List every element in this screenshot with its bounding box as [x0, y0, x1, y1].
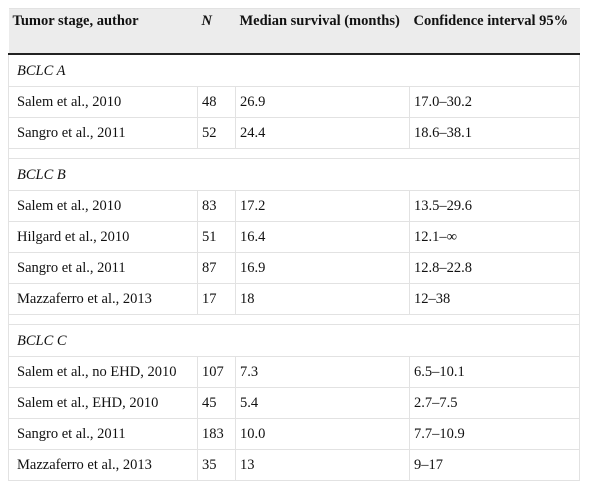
cell: Salem et al., no EHD, 2010: [8, 356, 198, 388]
data-row: Mazzaferro et al., 2013 17 18 12–38: [8, 283, 580, 315]
column-header: Median survival (months): [235, 8, 410, 55]
cell: 2.7–7.5: [409, 387, 580, 419]
cell: 107: [197, 356, 236, 388]
cell: 26.9: [235, 86, 410, 118]
data-row: Hilgard et al., 2010 51 16.4 12.1–∞: [8, 221, 580, 253]
cell: Salem et al., 2010: [8, 190, 198, 222]
cell: Mazzaferro et al., 2013: [8, 449, 198, 481]
cell: Sangro et al., 2011: [8, 117, 198, 149]
spacer-row: [8, 148, 580, 159]
cell: 17.0–30.2: [409, 86, 580, 118]
cell: 48: [197, 86, 236, 118]
cell: 18.6–38.1: [409, 117, 580, 149]
cell: Sangro et al., 2011: [8, 252, 198, 284]
cell: 183: [197, 418, 236, 450]
cell: 17: [197, 283, 236, 315]
column-header: Tumor stage, author: [8, 8, 198, 55]
section-row: BCLC C: [8, 324, 580, 357]
cell: 7.7–10.9: [409, 418, 580, 450]
section-row: BCLC A: [8, 53, 580, 87]
section-row: BCLC B: [8, 158, 580, 191]
cell: 45: [197, 387, 236, 419]
section-label: BCLC A: [8, 53, 580, 87]
data-row: Sangro et al., 2011 52 24.4 18.6–38.1: [8, 117, 580, 149]
cell: Mazzaferro et al., 2013: [8, 283, 198, 315]
cell: Sangro et al., 2011: [8, 418, 198, 450]
section-label: BCLC C: [8, 324, 580, 357]
survival-table: Tumor stage, author N Median survival (m…: [8, 8, 580, 481]
data-row: Salem et al., 2010 48 26.9 17.0–30.2: [8, 86, 580, 118]
column-header: Confidence interval 95%: [409, 8, 580, 55]
data-row: Mazzaferro et al., 2013 35 13 9–17: [8, 449, 580, 481]
cell: 10.0: [235, 418, 410, 450]
cell: Salem et al., 2010: [8, 86, 198, 118]
data-row: Salem et al., EHD, 2010 45 5.4 2.7–7.5: [8, 387, 580, 419]
cell: 35: [197, 449, 236, 481]
table-body: BCLC A Salem et al., 2010 48 26.9 17.0–30.2 S…: [8, 53, 580, 481]
cell: 18: [235, 283, 410, 315]
cell: 17.2: [235, 190, 410, 222]
cell: 52: [197, 117, 236, 149]
cell: 6.5–10.1: [409, 356, 580, 388]
table-header: Tumor stage, author N Median survival (m…: [8, 8, 580, 55]
cell: 7.3: [235, 356, 410, 388]
cell: 9–17: [409, 449, 580, 481]
data-row: Salem et al., no EHD, 2010 107 7.3 6.5–10.1: [8, 356, 580, 388]
section-label: BCLC B: [8, 158, 580, 191]
spacer: [8, 314, 580, 325]
cell: 24.4: [235, 117, 410, 149]
spacer: [8, 148, 580, 159]
data-row: Sangro et al., 2011 87 16.9 12.8–22.8: [8, 252, 580, 284]
data-row: Salem et al., 2010 83 17.2 13.5–29.6: [8, 190, 580, 222]
cell: 13: [235, 449, 410, 481]
cell: Salem et al., EHD, 2010: [8, 387, 198, 419]
data-row: Sangro et al., 2011 183 10.0 7.7–10.9: [8, 418, 580, 450]
cell: 12.8–22.8: [409, 252, 580, 284]
cell: 51: [197, 221, 236, 253]
cell: 5.4: [235, 387, 410, 419]
cell: 83: [197, 190, 236, 222]
cell: 12–38: [409, 283, 580, 315]
cell: 16.9: [235, 252, 410, 284]
cell: Hilgard et al., 2010: [8, 221, 198, 253]
cell: 87: [197, 252, 236, 284]
cell: 13.5–29.6: [409, 190, 580, 222]
column-header: N: [197, 8, 236, 55]
spacer-row: [8, 314, 580, 325]
cell: 16.4: [235, 221, 410, 253]
cell: 12.1–∞: [409, 221, 580, 253]
